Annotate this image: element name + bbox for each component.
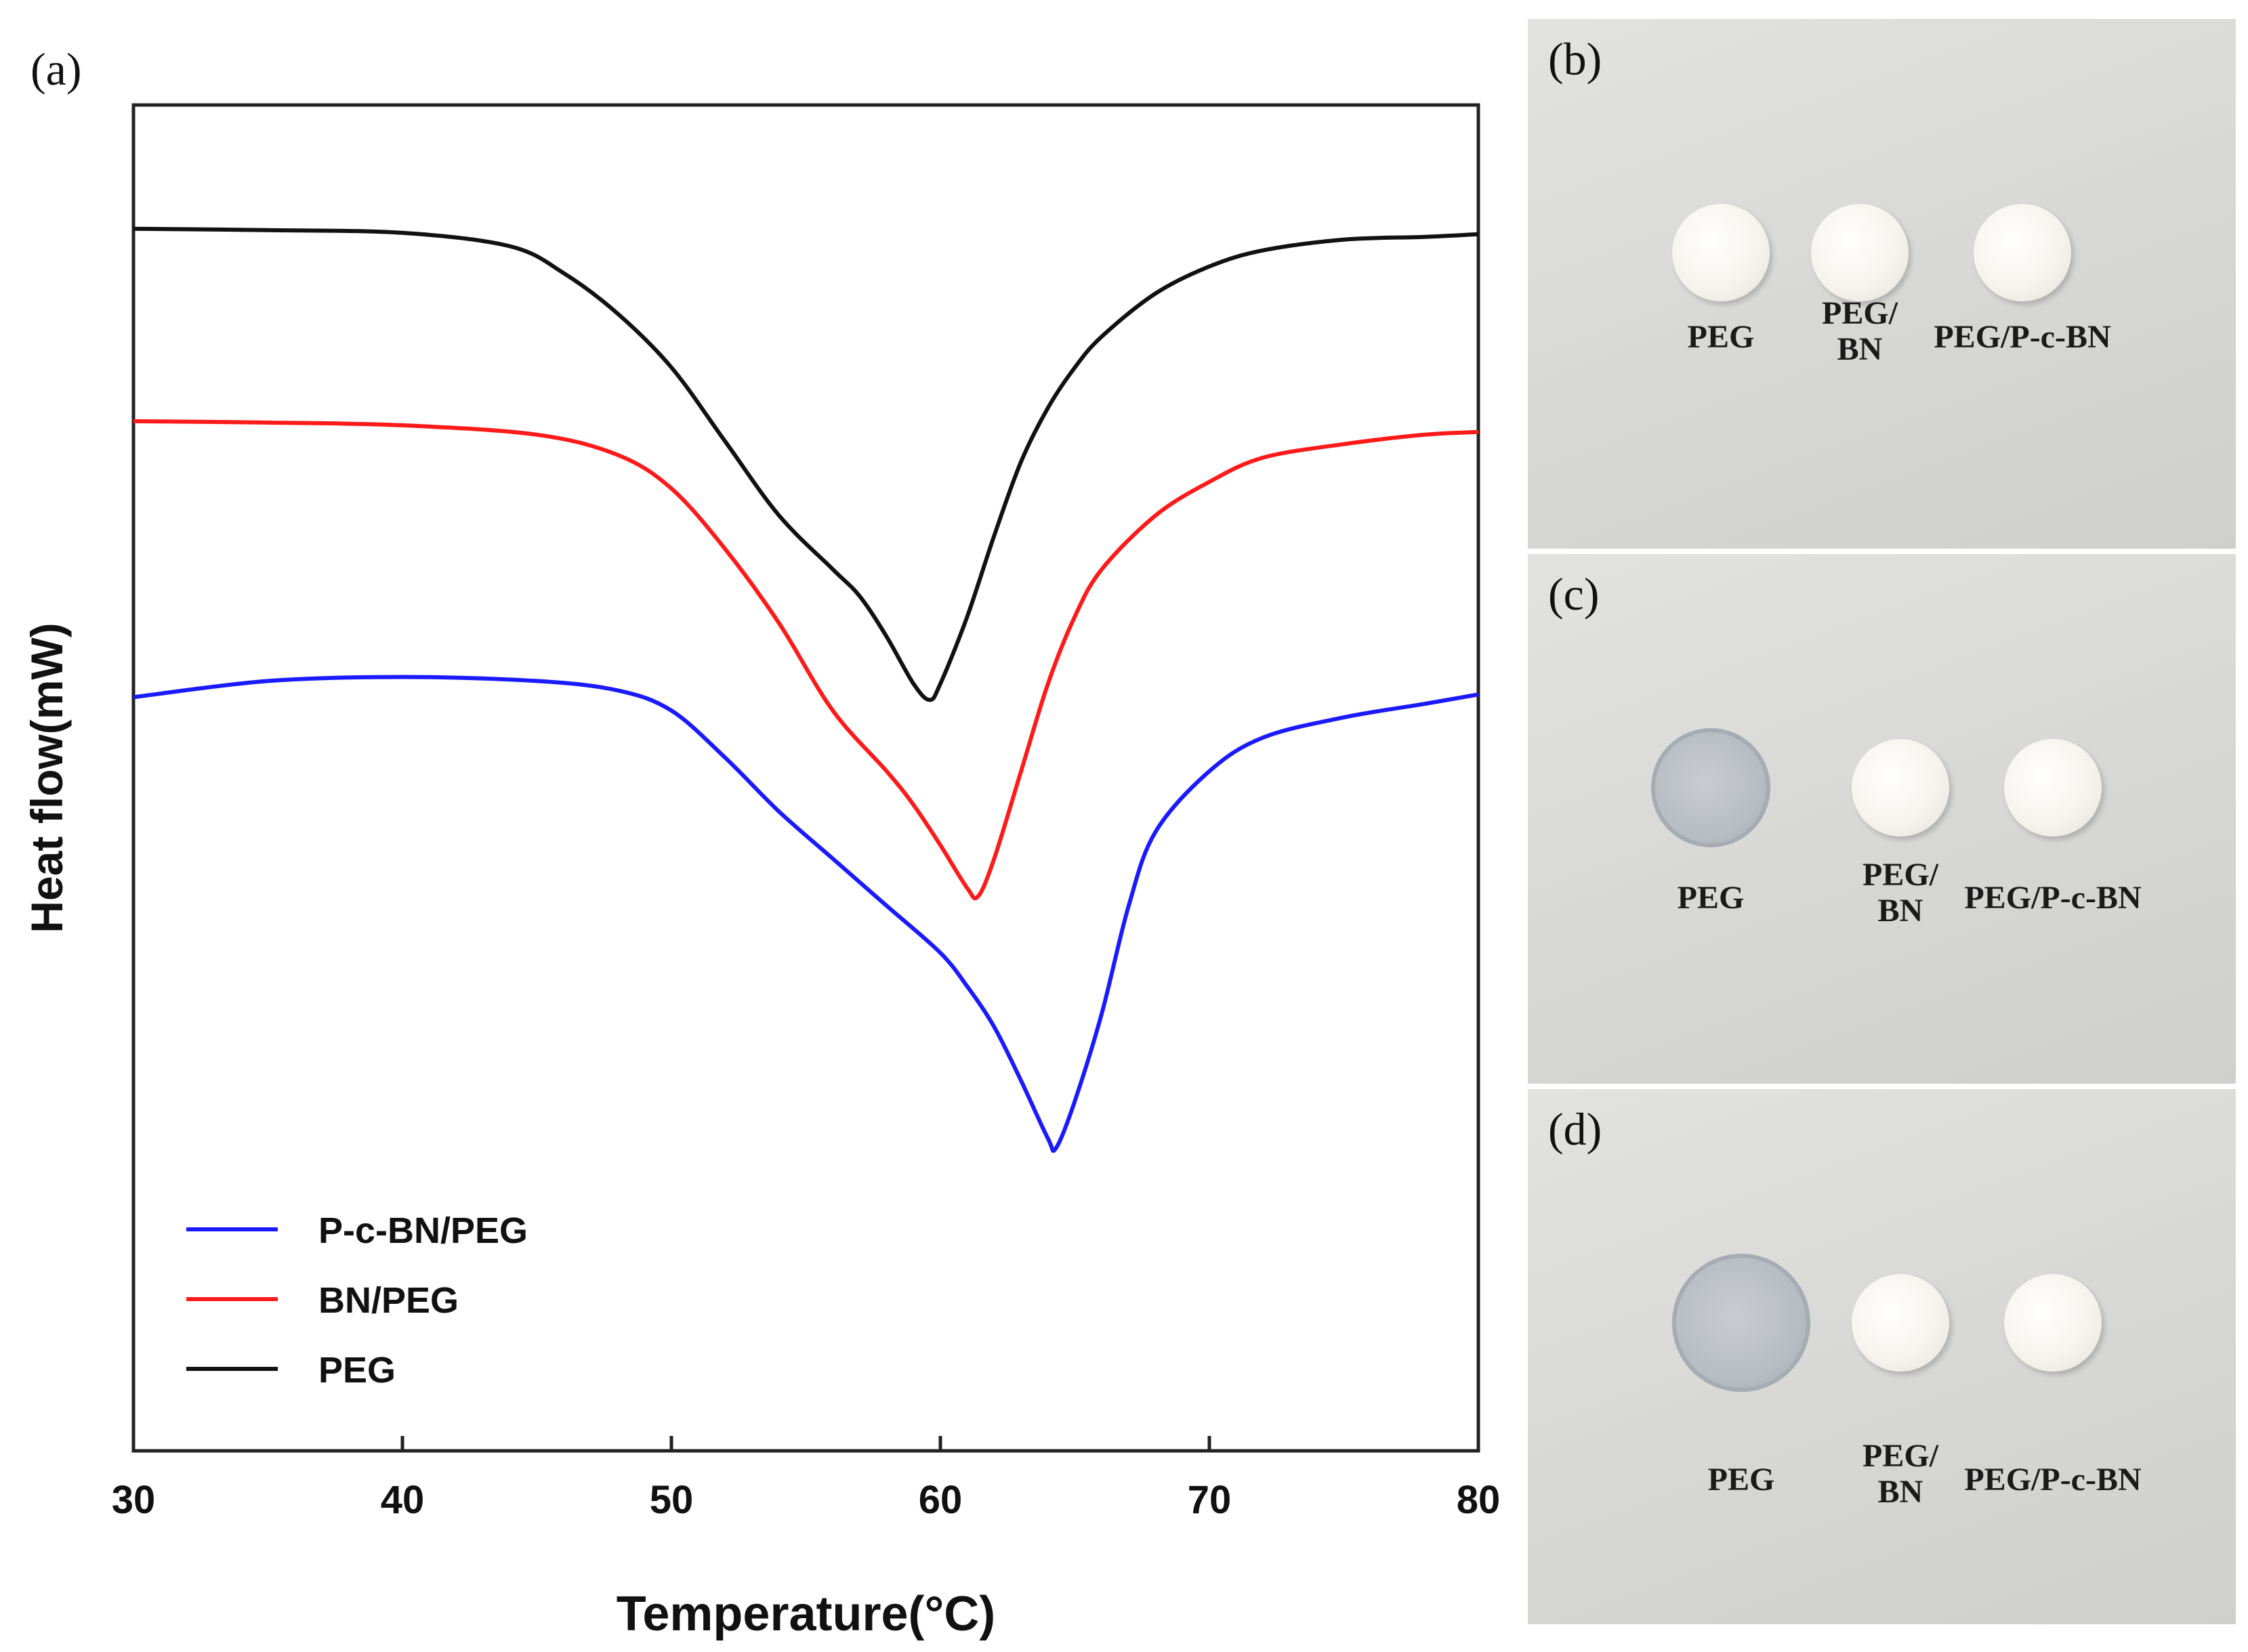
series-line-1 xyxy=(133,419,1479,901)
sample-disc xyxy=(1852,1274,1949,1372)
sample-label: PEG xyxy=(1677,880,1745,916)
panel-label-a: (a) xyxy=(30,43,81,95)
panel-label-b: (b) xyxy=(1548,33,1602,85)
series-line-0 xyxy=(133,675,1479,1153)
y-axis-label: Heat flow(mW) xyxy=(22,622,72,933)
melted-sample-disc xyxy=(1672,1254,1810,1392)
sample-label: PEG/ BN xyxy=(1821,295,1898,367)
series-line-2 xyxy=(133,226,1479,702)
panel-label-c: (c) xyxy=(1548,568,1600,620)
x-tick-label: 30 xyxy=(112,1478,156,1522)
dsc-chart: (a) 30 40 50 60 70 80 Temperature(°C) Heat flow(… xyxy=(22,43,1501,1641)
x-tick-label: 70 xyxy=(1188,1478,1232,1522)
sample-disc xyxy=(1974,204,2071,301)
sample-disc xyxy=(2004,1274,2102,1372)
sample-label: PEG/P-c-BN xyxy=(1964,880,2142,916)
sample-label: PEG/ BN xyxy=(1862,857,1939,929)
sample-label: PEG/P-c-BN xyxy=(1964,1462,2142,1498)
panel-label-d: (d) xyxy=(1548,1103,1602,1155)
x-tick-label: 80 xyxy=(1457,1478,1501,1522)
legend-label-0: P-c-BN/PEG xyxy=(318,1210,528,1251)
plot-frame xyxy=(131,103,1480,1453)
x-tick-label: 60 xyxy=(919,1478,963,1522)
x-tick-label: 50 xyxy=(650,1478,694,1522)
melted-sample-disc xyxy=(1651,728,1770,847)
sample-label: PEG xyxy=(1707,1462,1775,1498)
x-tick-label: 40 xyxy=(381,1478,425,1522)
sample-disc xyxy=(1811,204,1909,301)
sample-label: PEG/P-c-BN xyxy=(1934,319,2111,355)
sample-disc xyxy=(1672,204,1770,301)
x-axis-label: Temperature(°C) xyxy=(617,1587,996,1641)
sample-label: PEG xyxy=(1687,319,1755,355)
sample-disc xyxy=(1852,739,1949,836)
sample-label: PEG/ BN xyxy=(1862,1438,1939,1510)
legend-label-2: PEG xyxy=(318,1350,396,1391)
legend-label-1: BN/PEG xyxy=(318,1280,459,1321)
sample-disc xyxy=(2004,739,2102,836)
